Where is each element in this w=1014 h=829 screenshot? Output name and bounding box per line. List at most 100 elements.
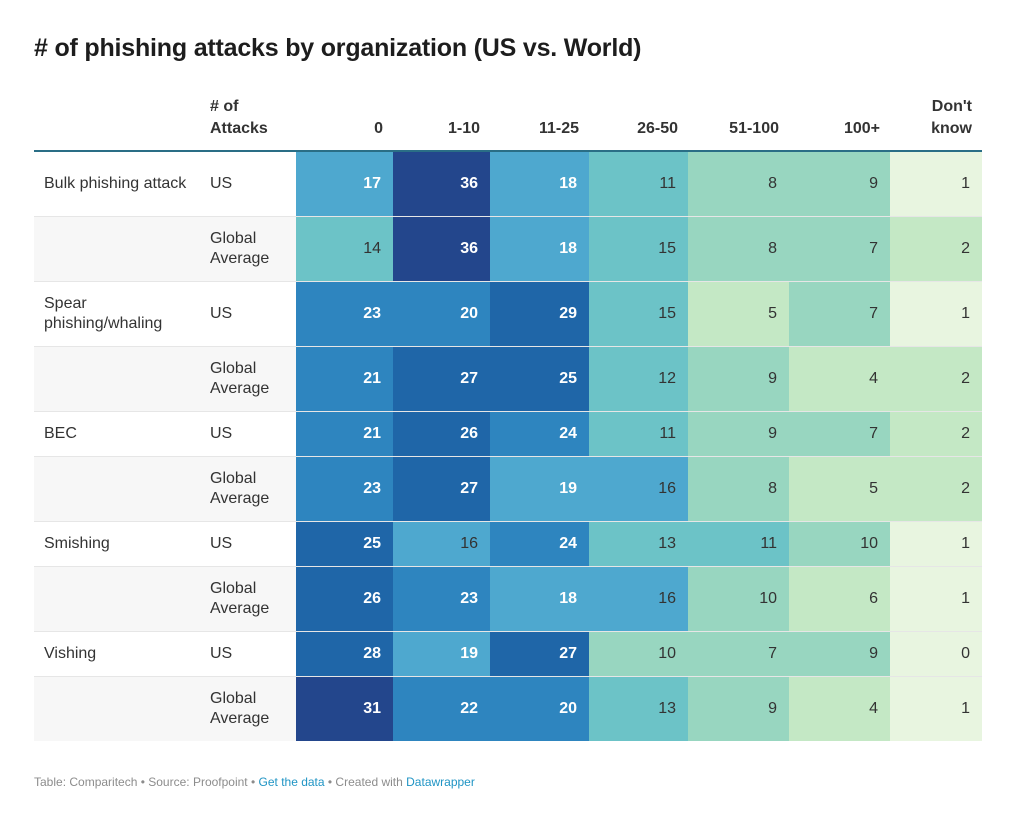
heatmap-cell: 9 bbox=[789, 630, 890, 676]
heatmap-cell: 20 bbox=[490, 675, 589, 741]
heatmap-cell: 18 bbox=[490, 565, 589, 631]
heatmap-cell: 9 bbox=[789, 151, 890, 216]
row-category-label: US bbox=[200, 410, 296, 456]
header-type bbox=[34, 96, 200, 152]
heatmap-cell: 23 bbox=[296, 280, 393, 346]
heatmap-cell: 18 bbox=[490, 215, 589, 281]
heatmap-cell: 2 bbox=[890, 410, 982, 456]
table-row: BEC US 21 26 24 11 9 7 2 bbox=[34, 410, 982, 456]
header-attacks: # of Attacks bbox=[200, 96, 296, 152]
heatmap-cell: 23 bbox=[393, 565, 490, 631]
heatmap-cell: 10 bbox=[688, 565, 789, 631]
heatmap-cell: 21 bbox=[296, 345, 393, 411]
heatmap-cell: 28 bbox=[296, 630, 393, 676]
heatmap-cell: 27 bbox=[393, 455, 490, 521]
row-category-label: US bbox=[210, 174, 233, 192]
column-header[interactable]: 51-100 bbox=[688, 96, 789, 152]
row-type-label: Vishing bbox=[34, 630, 200, 676]
heatmap-cell: 7 bbox=[789, 280, 890, 346]
table-row: Global Average 23 27 19 16 8 5 2 bbox=[34, 455, 982, 521]
heatmap-cell: 14 bbox=[296, 215, 393, 281]
row-type-label bbox=[34, 215, 200, 281]
heatmap-cell: 1 bbox=[890, 520, 982, 566]
row-type-label bbox=[34, 675, 200, 741]
heatmap-cell: 8 bbox=[688, 151, 789, 216]
row-type-label bbox=[34, 565, 200, 631]
footer: Table: Comparitech • Source: Proofpoint … bbox=[34, 775, 475, 789]
column-header[interactable]: 100+ bbox=[789, 96, 890, 152]
datawrapper-link[interactable]: Datawrapper bbox=[406, 775, 475, 789]
heatmap-cell: 22 bbox=[393, 675, 490, 741]
table-row: Global Average 26 23 18 16 10 6 1 bbox=[34, 565, 982, 631]
heatmap-cell: 2 bbox=[890, 215, 982, 281]
heatmap-cell: 6 bbox=[789, 565, 890, 631]
row-category-label: Global Average bbox=[200, 215, 296, 281]
heatmap-cell: 8 bbox=[688, 455, 789, 521]
heatmap-cell: 1 bbox=[890, 565, 982, 631]
get-data-link[interactable]: Get the data bbox=[258, 775, 325, 789]
header-row: # of Attacks 0 1-10 11-25 26-50 51-100 1… bbox=[34, 96, 982, 152]
row-category-label: US bbox=[200, 520, 296, 566]
heatmap-cell: 16 bbox=[589, 565, 688, 631]
heatmap-cell: 20 bbox=[393, 280, 490, 346]
column-header[interactable]: 1-10 bbox=[393, 96, 490, 152]
row-category-label: Global Average bbox=[200, 345, 296, 411]
heatmap-cell: 13 bbox=[589, 520, 688, 566]
heatmap-cell: 10 bbox=[789, 520, 890, 566]
heatmap-cell: 25 bbox=[490, 345, 589, 411]
heatmap-cell: 23 bbox=[296, 455, 393, 521]
column-header[interactable]: 0 bbox=[296, 96, 393, 152]
heatmap-cell: 27 bbox=[490, 630, 589, 676]
row-type-label bbox=[34, 455, 200, 521]
heatmap-cell: 1 bbox=[890, 151, 982, 216]
table-row: Global Average 14 36 18 15 8 7 2 bbox=[34, 215, 982, 281]
heatmap-cell: 9 bbox=[688, 410, 789, 456]
table-row: Bulk phishing attack US 17 36 18 11 8 9 1 bbox=[34, 151, 982, 216]
heatmap-cell: 1 bbox=[890, 675, 982, 741]
table-row: Vishing US 28 19 27 10 7 9 0 bbox=[34, 630, 982, 676]
table-row: Spear phishing/whaling US 23 20 29 15 5 7 1 bbox=[34, 280, 982, 346]
heatmap-cell: 10 bbox=[589, 630, 688, 676]
heatmap-cell: 11 bbox=[589, 151, 688, 216]
heatmap-cell: 2 bbox=[890, 455, 982, 521]
column-header-dont-know[interactable]: Don't know bbox=[890, 96, 982, 152]
heatmap-cell: 17 bbox=[296, 151, 393, 216]
row-category-label: Global Average bbox=[200, 455, 296, 521]
row-type-label bbox=[34, 345, 200, 411]
table-row: Smishing US 25 16 24 13 11 10 1 bbox=[34, 520, 982, 566]
footer-source: Table: Comparitech • Source: Proofpoint … bbox=[34, 775, 259, 789]
row-category-label: US bbox=[200, 280, 296, 346]
column-header[interactable]: 26-50 bbox=[589, 96, 688, 152]
heatmap-cell: 15 bbox=[589, 215, 688, 281]
heatmap-cell: 36 bbox=[393, 215, 490, 281]
heatmap-cell: 16 bbox=[393, 520, 490, 566]
heatmap-cell: 25 bbox=[296, 520, 393, 566]
heatmap-cell: 36 bbox=[393, 151, 490, 216]
heatmap-cell: 12 bbox=[589, 345, 688, 411]
header-attacks-line1: # of bbox=[210, 98, 239, 115]
heatmap-cell: 7 bbox=[789, 410, 890, 456]
heatmap-cell: 27 bbox=[393, 345, 490, 411]
column-header[interactable]: 11-25 bbox=[490, 96, 589, 152]
heatmap-cell: 7 bbox=[688, 630, 789, 676]
row-category-label: US bbox=[200, 630, 296, 676]
table-row: Global Average 31 22 20 13 9 4 1 bbox=[34, 675, 982, 741]
row-type-label: Smishing bbox=[34, 520, 200, 566]
row-type-label: Bulk phishing attack bbox=[44, 174, 187, 192]
heatmap-cell: 19 bbox=[490, 455, 589, 521]
heatmap-cell: 5 bbox=[789, 455, 890, 521]
row-category-label: Global Average bbox=[200, 675, 296, 741]
heatmap-cell: 19 bbox=[393, 630, 490, 676]
heatmap-cell: 2 bbox=[890, 345, 982, 411]
row-type-label: Spear phishing/whaling bbox=[34, 280, 200, 346]
heatmap-cell: 9 bbox=[688, 675, 789, 741]
heatmap-cell: 1 bbox=[890, 280, 982, 346]
heatmap-cell: 0 bbox=[890, 630, 982, 676]
heatmap-table: # of Attacks 0 1-10 11-25 26-50 51-100 1… bbox=[34, 96, 982, 741]
heatmap-cell: 4 bbox=[789, 345, 890, 411]
heatmap-cell: 26 bbox=[296, 565, 393, 631]
row-category-label: Global Average bbox=[200, 565, 296, 631]
heatmap-cell: 26 bbox=[393, 410, 490, 456]
heatmap-cell: 24 bbox=[490, 410, 589, 456]
heatmap-cell: 21 bbox=[296, 410, 393, 456]
